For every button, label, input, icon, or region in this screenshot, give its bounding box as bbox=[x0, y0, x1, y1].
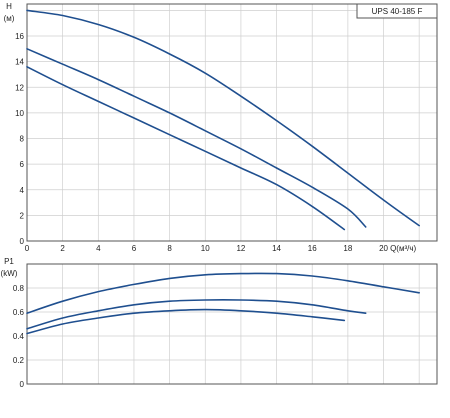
y-tick-label: 14 bbox=[15, 58, 24, 67]
series-line-1 bbox=[26, 272, 420, 314]
y-tick-label: 6 bbox=[20, 160, 25, 169]
x-tick-label: 10 bbox=[201, 244, 210, 253]
model-label: UPS 40-185 F bbox=[372, 7, 423, 16]
x-tick-label: 6 bbox=[132, 244, 137, 253]
x-tick-label: 18 bbox=[343, 244, 352, 253]
y-tick-label: 4 bbox=[20, 186, 25, 195]
y-tick-label: 0 bbox=[20, 380, 25, 389]
x-tick-label: 8 bbox=[167, 244, 172, 253]
y-tick-label: 0.8 bbox=[13, 284, 25, 293]
series-line-2 bbox=[26, 48, 367, 228]
plot-frame bbox=[26, 3, 438, 242]
series-line-3 bbox=[26, 66, 346, 231]
series-line-1 bbox=[26, 9, 420, 227]
x-tick-label: 4 bbox=[96, 244, 101, 253]
y-axis-label: H bbox=[6, 2, 12, 11]
y-tick-label: 10 bbox=[15, 109, 24, 118]
y-axis-unit: (м) bbox=[4, 14, 15, 23]
model-label-box: UPS 40-185 F bbox=[356, 3, 438, 19]
series-line-3 bbox=[26, 308, 346, 335]
x-tick-label: 16 bbox=[308, 244, 317, 253]
model-label-frame bbox=[356, 3, 438, 19]
y-tick-label: 8 bbox=[20, 135, 25, 144]
head-chart: 0 2 4 6 8 10 12 14 16 0 2 4 6 8 10 12 14 16 18 20 Q(м³/ч) H (м… bbox=[4, 2, 438, 253]
y-axis-unit: (kW) bbox=[1, 269, 18, 278]
power-chart: 0 0.2 0.4 0.6 0.8 P1 (kW) bbox=[1, 257, 438, 389]
series-line-2 bbox=[26, 299, 367, 330]
y-tick-label: 0.4 bbox=[13, 332, 25, 341]
x-tick-label: 0 bbox=[25, 244, 30, 253]
x-tick-label: 12 bbox=[236, 244, 245, 253]
x-tick-label: 2 bbox=[60, 244, 65, 253]
y-tick-label: 0.6 bbox=[13, 308, 25, 317]
x-axis-label: Q(м³/ч) bbox=[390, 244, 416, 253]
x-tick-label: 14 bbox=[272, 244, 281, 253]
y-tick-label: 16 bbox=[15, 32, 24, 41]
y-tick-label: 2 bbox=[20, 211, 25, 220]
y-axis-label: P1 bbox=[4, 257, 14, 266]
y-tick-label: 0.2 bbox=[13, 356, 25, 365]
x-tick-label: 20 bbox=[379, 244, 388, 253]
y-tick-label: 0 bbox=[20, 237, 25, 246]
plot-frame bbox=[26, 263, 438, 385]
y-tick-label: 12 bbox=[15, 83, 24, 92]
